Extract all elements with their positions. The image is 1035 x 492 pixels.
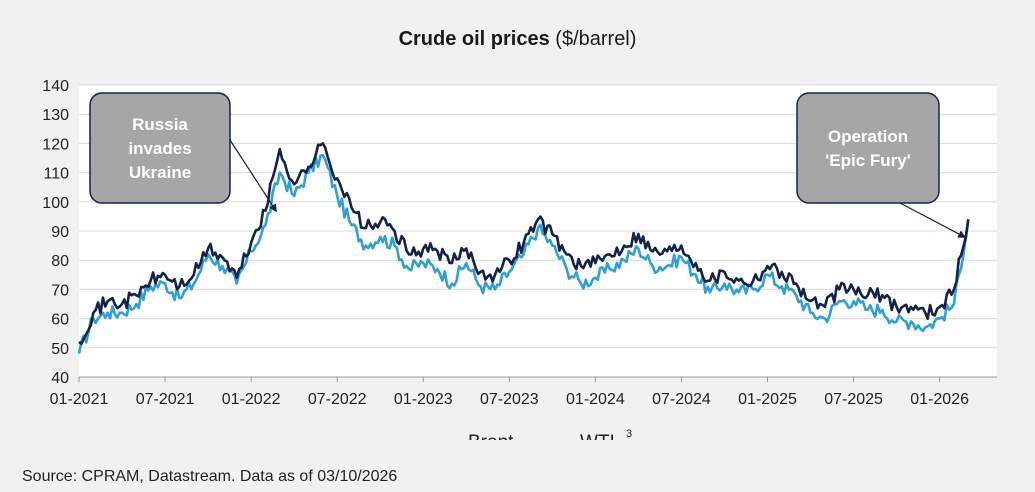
y-tick-label: 70: [51, 282, 69, 299]
x-tick-label: 01-2026: [910, 391, 969, 408]
x-axis: 01-2021 07-2021 01-2022 07-2022 01-2023 07-20…: [50, 377, 969, 408]
y-tick-label: 130: [42, 107, 69, 124]
legend-superscript-wti: 3: [626, 428, 632, 440]
series-lines: [77, 142, 970, 354]
annotation-text: Russia: [132, 115, 188, 134]
y-tick-label: 120: [42, 136, 69, 153]
y-tick-label: 140: [42, 78, 69, 95]
annotation-text: 'Epic Fury': [825, 151, 911, 170]
oil-price-chart: 40 50 60 70 80 90 100 110 120 130 140 01-2021 07-20…: [42, 78, 997, 440]
annotation-box: [796, 92, 940, 204]
annotation-text: invades: [128, 139, 191, 158]
annotation-arrow: [899, 202, 967, 238]
y-tick-label: 50: [51, 341, 69, 358]
x-tick-label: 01-2024: [566, 391, 625, 408]
legend-label-wti: WTI: [580, 432, 615, 440]
series-line-brent: [78, 142, 970, 346]
annotation-text: Ukraine: [129, 163, 191, 182]
x-tick-label: 07-2022: [308, 391, 367, 408]
x-tick-label: 01-2021: [50, 391, 109, 408]
y-tick-label: 100: [42, 195, 69, 212]
x-tick-label: 07-2021: [136, 391, 195, 408]
chart-title: Crude oil prices ($/barrel): [0, 28, 1035, 51]
chart-title-units: ($/barrel): [555, 28, 637, 50]
y-tick-label: 80: [51, 253, 69, 270]
legend: Brent WTI 3: [468, 428, 632, 440]
annotation-text: Operation: [828, 127, 908, 146]
x-tick-label: 07-2024: [652, 391, 711, 408]
y-tick-label: 110: [43, 166, 69, 183]
source-note: Source: CPRAM, Datastream. Data as of 03…: [22, 468, 398, 485]
annotation-box: [89, 92, 231, 204]
x-tick-label: 07-2025: [824, 391, 883, 408]
annotation-arrow: [229, 139, 277, 213]
y-tick-label: 40: [51, 370, 69, 387]
series-line-wti: [77, 153, 970, 354]
y-axis: 40 50 60 70 80 90 100 110 120 130 140: [42, 78, 997, 387]
x-tick-label: 01-2025: [738, 391, 797, 408]
x-tick-label: 01-2022: [222, 391, 281, 408]
x-tick-label: 01-2023: [394, 391, 453, 408]
chart-title-bold: Crude oil prices: [398, 28, 550, 50]
x-tick-label: 07-2023: [480, 391, 539, 408]
annotations: Russia invades Ukraine Operation 'Epic Fury': [89, 92, 967, 238]
legend-label-brent: Brent: [468, 432, 514, 440]
y-tick-label: 60: [51, 312, 69, 329]
y-tick-label: 90: [51, 224, 69, 241]
